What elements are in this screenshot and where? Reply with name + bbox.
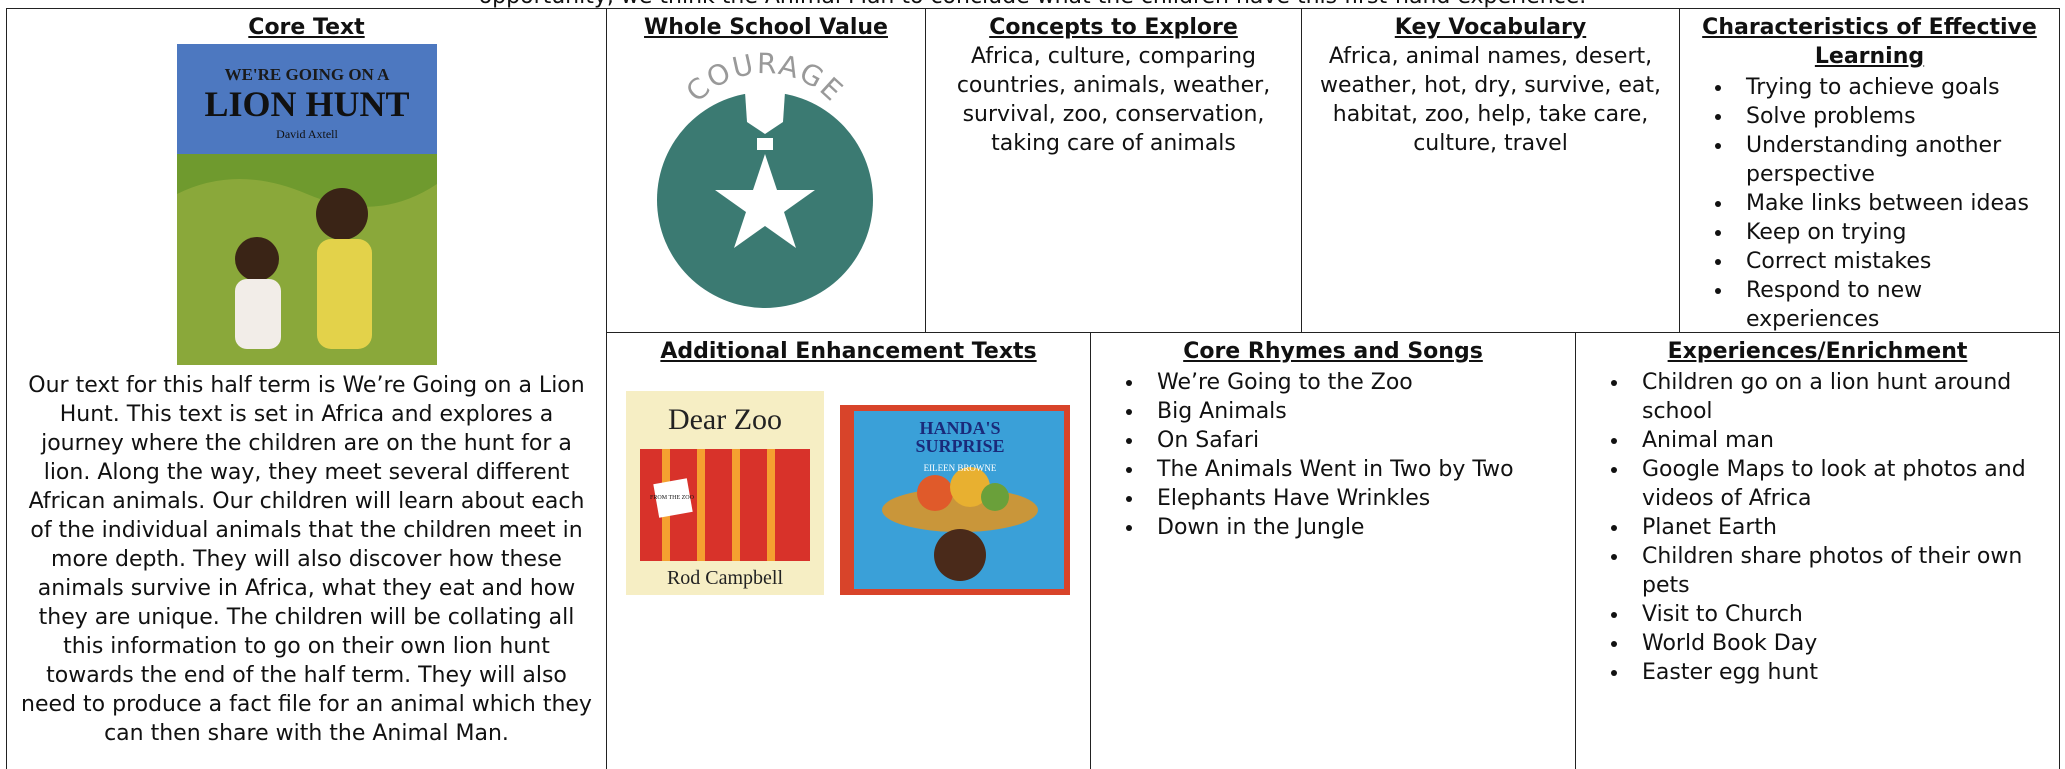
list-item: Google Maps to look at photos and videos…: [1630, 455, 2051, 513]
list-item: Children share photos of their own pets: [1630, 542, 2051, 600]
list-item: Down in the Jungle: [1145, 513, 1567, 542]
rhymes-cell: Core Rhymes and Songs We’re Going to the…: [1090, 332, 1576, 769]
list-item: Animal man: [1630, 426, 2051, 455]
cover-label: FROM THE ZOO: [650, 495, 695, 501]
vocabulary-cell: Key Vocabulary Africa, animal names, des…: [1301, 8, 1680, 333]
concepts-cell: Concepts to Explore Africa, culture, com…: [925, 8, 1302, 333]
cover-author: David Axtell: [276, 127, 338, 141]
list-item: On Safari: [1145, 426, 1567, 455]
cover-author: Rod Campbell: [667, 567, 784, 589]
list-item: Solve problems: [1734, 102, 2051, 131]
additional-texts-cell: Additional Enhancement Texts FROM THE ZO…: [606, 332, 1091, 769]
core-text-cell: Core Text WE'RE GOING ON A LION HUNT Dav…: [6, 8, 607, 769]
list: Children go on a lion hunt around school…: [1584, 368, 2051, 687]
list-item: Make links between ideas: [1734, 189, 2051, 218]
list-item: The Animals Went in Two by Two: [1145, 455, 1567, 484]
experiences-cell: Experiences/Enrichment Children go on a …: [1575, 332, 2060, 769]
lion-hunt-cover: WE'RE GOING ON A LION HUNT David Axtell: [176, 44, 437, 365]
heading: Core Rhymes and Songs: [1183, 339, 1483, 364]
list-item: Children go on a lion hunt around school: [1630, 368, 2051, 426]
cover-line: WE'RE GOING ON A: [224, 65, 390, 84]
list-item: Visit to Church: [1630, 600, 2051, 629]
heading: Characteristics of Effective Learning: [1702, 15, 2037, 69]
list-item: Respond to new experiences: [1734, 276, 2051, 332]
characteristics-cell: Characteristics of Effective Learning Tr…: [1679, 8, 2060, 333]
list: We’re Going to the ZooBig AnimalsOn Safa…: [1099, 368, 1567, 542]
heading: Additional Enhancement Texts: [660, 339, 1037, 364]
list-item: Big Animals: [1145, 397, 1567, 426]
list-item: Correct mistakes: [1734, 247, 2051, 276]
list: Trying to achieve goalsSolve problemsUnd…: [1688, 73, 2051, 332]
cover-title: LION HUNT: [204, 84, 409, 124]
dear-zoo-cover: FROM THE ZOO Dear Zoo Rod Campbell: [626, 391, 824, 595]
list-item: World Book Day: [1630, 629, 2051, 658]
heading: Concepts to Explore: [989, 15, 1238, 40]
text: Africa, culture, comparing countries, an…: [956, 44, 1271, 156]
list-item: Elephants Have Wrinkles: [1145, 484, 1567, 513]
value-cell: Whole School Value COURAGE: [606, 8, 926, 333]
list-item: Understanding another perspective: [1734, 131, 2051, 189]
heading: Experiences/Enrichment: [1667, 339, 1968, 364]
heading: Key Vocabulary: [1394, 15, 1587, 40]
cover-author: EILEEN BROWNE: [924, 463, 997, 473]
courage-icon: COURAGE: [657, 47, 873, 308]
list-item: Planet Earth: [1630, 513, 2051, 542]
heading: Core Text: [248, 15, 365, 40]
list-item: We’re Going to the Zoo: [1145, 368, 1567, 397]
cover-title: Dear Zoo: [668, 403, 782, 436]
header-text: opportunity, we think the Animal Man to …: [0, 0, 2065, 11]
cover-title: HANDA'S SURPRISE: [915, 419, 1005, 456]
handa-cover: HANDA'S SURPRISE EILEEN BROWNE: [840, 405, 1070, 595]
list-item: Trying to achieve goals: [1734, 73, 2051, 102]
text: Africa, animal names, desert, weather, h…: [1320, 44, 1661, 156]
list-item: Keep on trying: [1734, 218, 2051, 247]
list-item: Easter egg hunt: [1630, 658, 2051, 687]
description: Our text for this half term is We’re Goi…: [21, 373, 592, 746]
heading: Whole School Value: [644, 15, 888, 40]
